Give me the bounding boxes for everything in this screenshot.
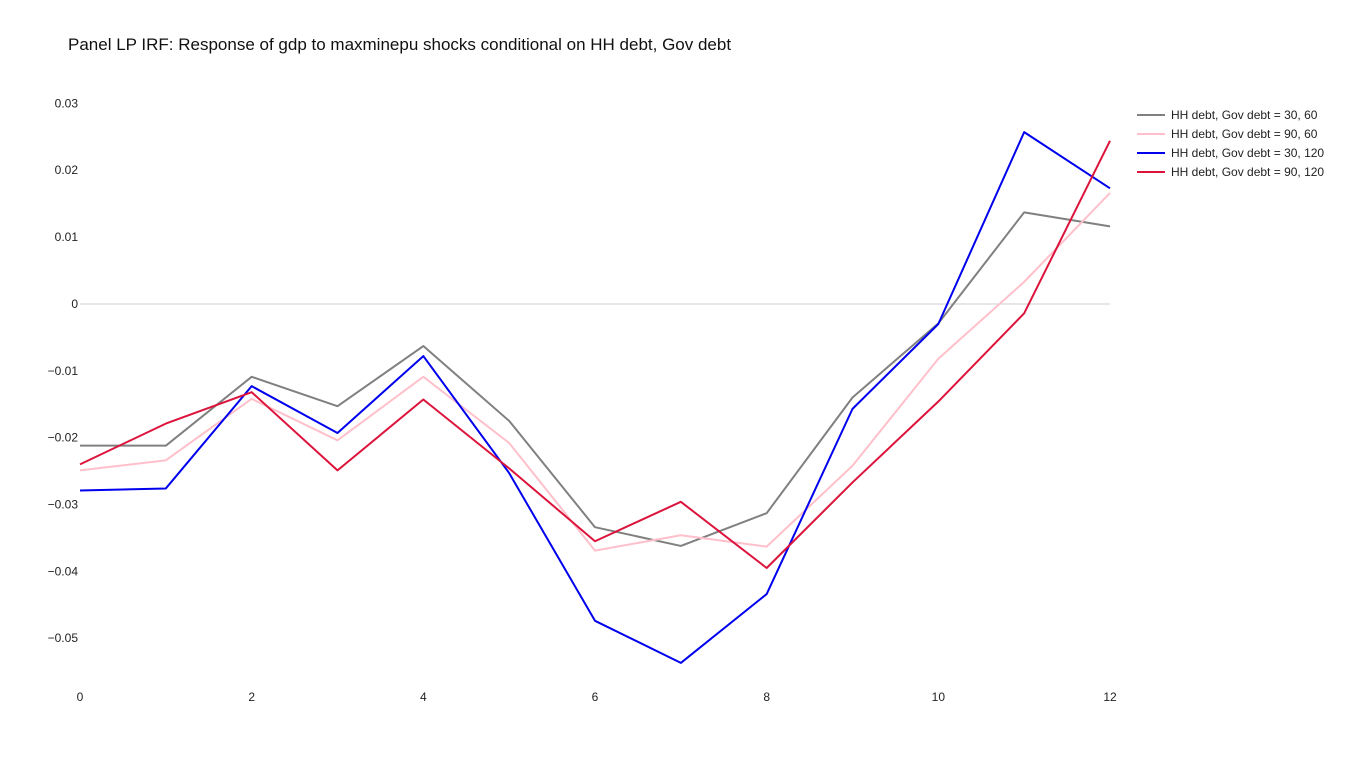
- legend-item-3[interactable]: HH debt, Gov debt = 30, 120: [1137, 146, 1324, 160]
- y-axis-ticks: 0.03 0.02 0.01 0 −0.01 −0.02 −0.03 −0.04 −0.05: [48, 96, 79, 645]
- y-tick-label: 0: [71, 297, 78, 311]
- x-tick-label: 2: [248, 690, 255, 704]
- y-tick-label: −0.01: [48, 364, 79, 378]
- x-tick-label: 6: [592, 690, 599, 704]
- y-tick-label: 0.02: [55, 163, 79, 177]
- series-line-1[interactable]: [80, 211, 1111, 547]
- x-tick-label: 10: [932, 690, 946, 704]
- series-line-2[interactable]: [79, 192, 1111, 552]
- y-tick-label: −0.05: [48, 631, 79, 645]
- legend-label: HH debt, Gov debt = 30, 120: [1171, 146, 1324, 160]
- legend-item-1[interactable]: HH debt, Gov debt = 30, 60: [1137, 108, 1318, 122]
- legend[interactable]: HH debt, Gov debt = 30, 60 HH debt, Gov d…: [1137, 108, 1324, 179]
- y-tick-label: −0.04: [48, 564, 79, 578]
- series-line-4[interactable]: [79, 140, 1111, 569]
- y-tick-label: −0.03: [48, 497, 79, 511]
- chart-title: Panel LP IRF: Response of gdp to maxmine…: [68, 35, 731, 54]
- x-tick-label: 0: [77, 690, 84, 704]
- x-tick-label: 8: [763, 690, 770, 704]
- y-tick-label: 0.03: [55, 96, 79, 110]
- y-tick-label: 0.01: [55, 230, 79, 244]
- x-tick-label: 12: [1103, 690, 1117, 704]
- x-axis-ticks: 0 2 4 6 8 10 12: [77, 690, 1117, 704]
- legend-item-2[interactable]: HH debt, Gov debt = 90, 60: [1137, 127, 1318, 141]
- series-line-3[interactable]: [79, 131, 1111, 664]
- y-tick-label: −0.02: [48, 431, 79, 445]
- x-tick-label: 4: [420, 690, 427, 704]
- series-lines: [79, 131, 1111, 664]
- legend-label: HH debt, Gov debt = 30, 60: [1171, 108, 1318, 122]
- legend-label: HH debt, Gov debt = 90, 60: [1171, 127, 1318, 141]
- legend-label: HH debt, Gov debt = 90, 120: [1171, 165, 1324, 179]
- legend-item-4[interactable]: HH debt, Gov debt = 90, 120: [1137, 165, 1324, 179]
